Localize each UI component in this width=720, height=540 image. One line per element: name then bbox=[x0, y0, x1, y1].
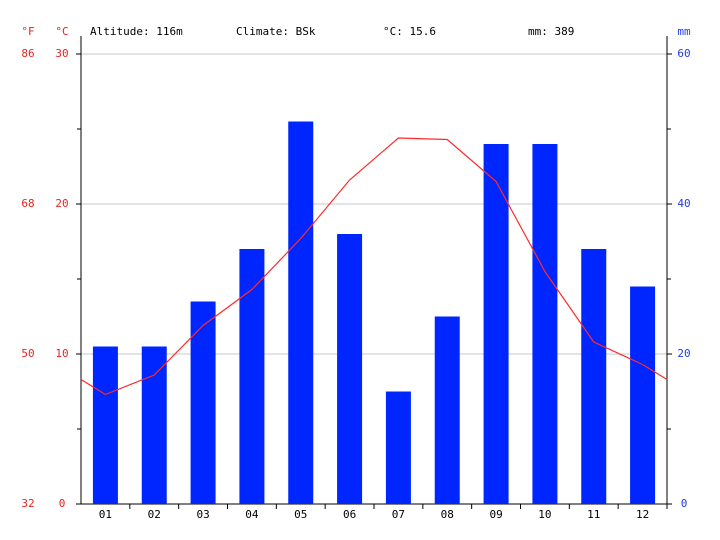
x-tick-label: 03 bbox=[196, 508, 209, 521]
y2-tick-label: 20 bbox=[677, 347, 690, 360]
c-unit-label: °C bbox=[55, 25, 68, 38]
y2-tick-label: 60 bbox=[677, 47, 690, 60]
f-tick-label: 86 bbox=[21, 47, 34, 60]
climate: Climate: BSk bbox=[236, 25, 316, 38]
bar bbox=[434, 316, 460, 504]
x-tick-label: 06 bbox=[343, 508, 356, 521]
x-tick-label: 05 bbox=[294, 508, 307, 521]
mean-temperature: °C: 15.6 bbox=[383, 25, 436, 38]
bar bbox=[532, 144, 558, 504]
x-tick-label: 04 bbox=[245, 508, 259, 521]
x-tick-label: 11 bbox=[587, 508, 600, 521]
y-tick-label: 10 bbox=[55, 347, 68, 360]
line-edge bbox=[80, 378, 106, 396]
y-tick-label: 20 bbox=[55, 197, 68, 210]
f-tick-label: 32 bbox=[21, 497, 34, 510]
bar bbox=[483, 144, 509, 504]
x-tick-label: 10 bbox=[538, 508, 551, 521]
x-tick-label: 07 bbox=[392, 508, 405, 521]
mm-unit-label: mm bbox=[677, 25, 691, 38]
x-tick-label: 02 bbox=[148, 508, 161, 521]
y2-tick-label: 40 bbox=[677, 197, 690, 210]
x-tick-label: 08 bbox=[441, 508, 454, 521]
bar bbox=[190, 301, 216, 504]
f-tick-label: 68 bbox=[21, 197, 34, 210]
bar bbox=[630, 286, 656, 504]
temperature-line bbox=[105, 137, 643, 396]
altitude: Altitude: 116m bbox=[90, 25, 183, 38]
bar bbox=[141, 346, 167, 504]
f-unit-label: °F bbox=[21, 25, 34, 38]
total-precipitation: mm: 389 bbox=[528, 25, 574, 38]
line-edge bbox=[642, 363, 668, 381]
x-tick-label: 01 bbox=[99, 508, 112, 521]
x-tick-label: 09 bbox=[489, 508, 502, 521]
y2-tick-label: 0 bbox=[681, 497, 688, 510]
y-tick-label: 0 bbox=[59, 497, 66, 510]
bar bbox=[385, 391, 411, 504]
bar bbox=[92, 346, 118, 504]
bar bbox=[581, 249, 607, 504]
bar bbox=[288, 121, 314, 504]
y-tick-label: 30 bbox=[55, 47, 68, 60]
x-tick-label: 12 bbox=[636, 508, 649, 521]
f-tick-label: 50 bbox=[21, 347, 34, 360]
bar bbox=[337, 234, 363, 504]
bar bbox=[239, 249, 265, 504]
